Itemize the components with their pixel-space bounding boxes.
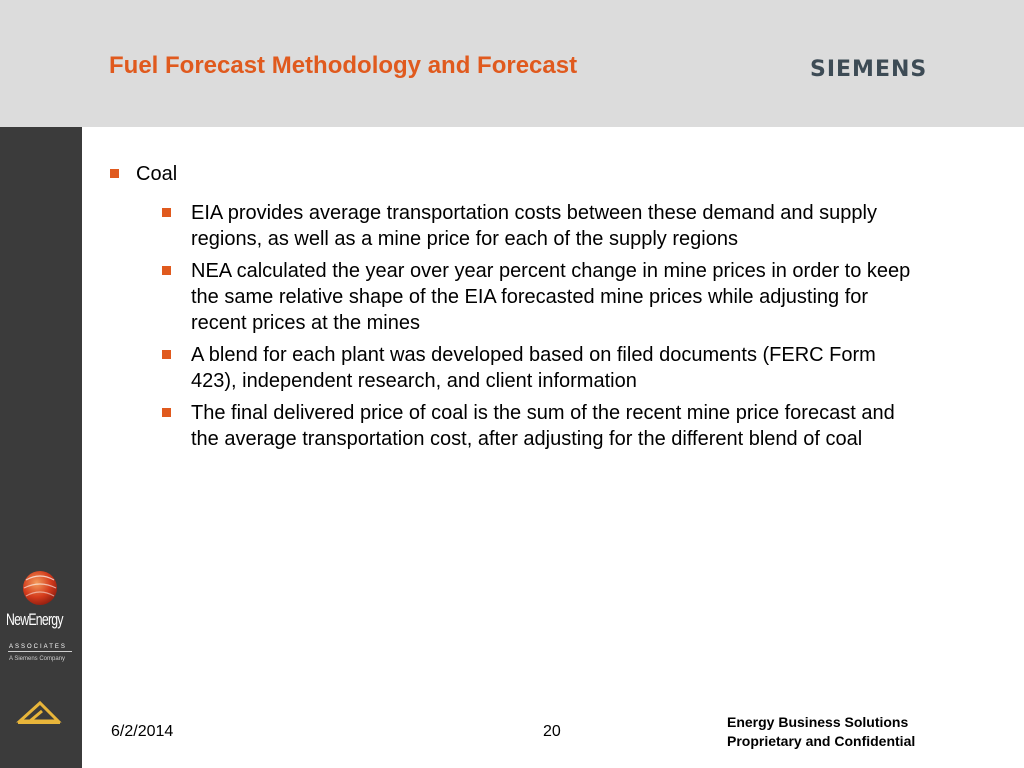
newenergy-globe-icon [23, 571, 57, 605]
footer-confidentiality: Energy Business Solutions Proprietary an… [727, 713, 915, 751]
sub-bullet: NEA calculated the year over year percen… [160, 258, 921, 336]
sub-bullet: The final delivered price of coal is the… [160, 400, 921, 452]
sub-bullet: EIA provides average transportation cost… [160, 200, 921, 252]
logo-subtagline: A Siemens Company [9, 656, 66, 662]
slide-title: Fuel Forecast Methodology and Forecast [109, 52, 578, 79]
sub-bullet-text: NEA calculated the year over year percen… [191, 260, 911, 334]
sub-bullet-text: A blend for each plant was developed bas… [191, 344, 876, 392]
sidebar [0, 127, 82, 768]
footer-line-1: Energy Business Solutions [727, 714, 909, 730]
bullet-square-icon [110, 169, 119, 178]
sub-bullet-text: EIA provides average transportation cost… [191, 202, 877, 250]
footer-line-2: Proprietary and Confidential [727, 733, 916, 749]
bullet-square-icon [162, 350, 171, 359]
bullet-square-icon [162, 408, 171, 417]
slide-header: Fuel Forecast Methodology and Forecast S… [0, 0, 1024, 127]
nea-triangle-icon [16, 700, 62, 724]
newenergy-logo-text: NewEnergy [6, 610, 64, 629]
logo-tagline: ASSOCIATES [9, 644, 67, 650]
logo-divider [8, 651, 72, 652]
sub-bullet-text: The final delivered price of coal is the… [191, 402, 895, 450]
siemens-logo: SIEMENS [810, 57, 928, 82]
bullet-square-icon [162, 266, 171, 275]
slide-body: Coal EIA provides average transportation… [108, 160, 928, 458]
bullet-square-icon [162, 208, 171, 217]
sub-bullet: A blend for each plant was developed bas… [160, 342, 921, 394]
bullet-coal: Coal [108, 160, 928, 188]
coal-sub-bullets: EIA provides average transportation cost… [108, 200, 928, 452]
page-number: 20 [543, 723, 561, 740]
topic-label: Coal [136, 163, 178, 185]
footer-date: 6/2/2014 [111, 723, 174, 740]
